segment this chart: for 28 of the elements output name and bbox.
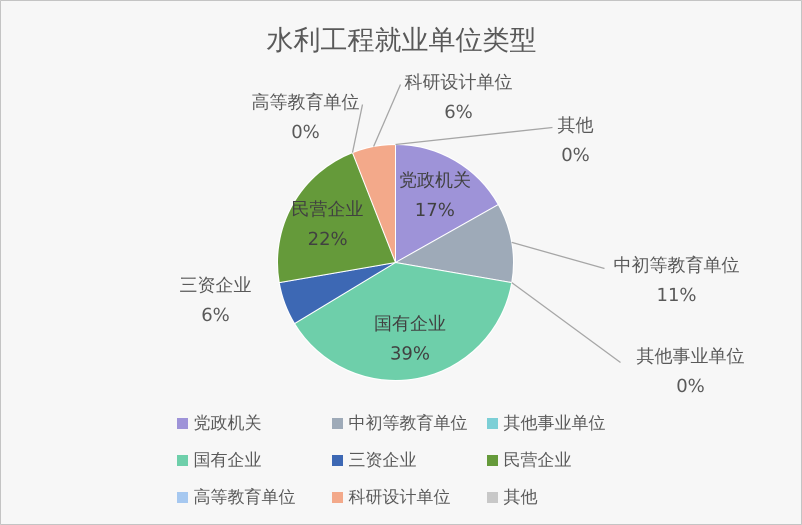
category-label: 高等教育单位 bbox=[252, 92, 360, 113]
data-label: 11% bbox=[656, 285, 697, 306]
legend-label: 三资企业 bbox=[348, 450, 416, 470]
legend-label: 高等教育单位 bbox=[194, 488, 296, 508]
data-label: 6% bbox=[201, 305, 230, 326]
slice-label: 科研设计单位 bbox=[404, 72, 512, 93]
legend-label: 科研设计单位 bbox=[348, 488, 450, 508]
text: 0% bbox=[676, 376, 705, 397]
data-label: 22% bbox=[308, 228, 348, 250]
data-label: 39% bbox=[390, 344, 430, 365]
legend-label: 党政机关 bbox=[194, 414, 262, 434]
legend-label: 其他事业单位 bbox=[504, 414, 606, 434]
text: 0% bbox=[561, 145, 590, 166]
text: 0% bbox=[291, 122, 320, 143]
chart-title: 水利工程就业单位类型 bbox=[266, 25, 536, 56]
slice-label: 党政机关 bbox=[398, 170, 471, 191]
data-label: 6% bbox=[444, 102, 473, 123]
legend-label: 民营企业 bbox=[504, 450, 572, 470]
legend-label: 国有企业 bbox=[194, 450, 262, 470]
slice-label: 中初等教育单位 bbox=[614, 255, 740, 276]
legend-label: 其他 bbox=[504, 488, 538, 508]
legend-label: 中初等教育单位 bbox=[348, 414, 468, 434]
slice-label: 民营企业 bbox=[292, 198, 364, 220]
data-label: 17% bbox=[414, 200, 455, 221]
slice-label: 国有企业 bbox=[374, 314, 446, 335]
category-label: 其他事业单位 bbox=[636, 346, 744, 367]
slice-label: 三资企业 bbox=[180, 275, 252, 296]
category-label: 其他 bbox=[558, 115, 594, 136]
